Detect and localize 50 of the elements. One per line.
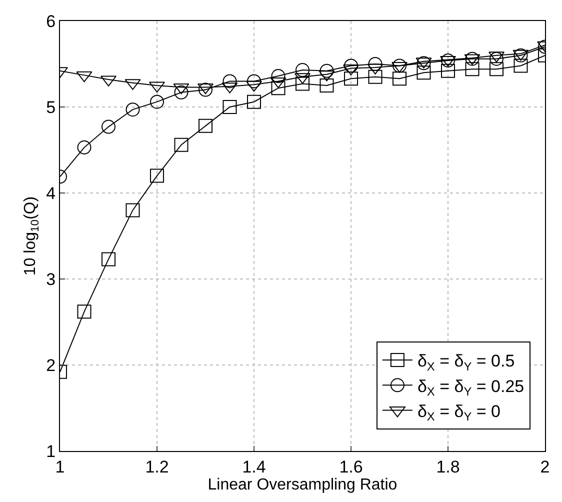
point xyxy=(344,58,358,73)
point xyxy=(368,57,382,71)
point xyxy=(392,72,406,86)
point xyxy=(77,140,92,154)
legend-label: δ$_{X}$ = δ$_{Y}$ = 0 xyxy=(417,402,500,424)
y-tick-label: 6 xyxy=(46,12,56,31)
y-tick-label: 2 xyxy=(46,356,56,375)
x-axis-title: Linear Oversampling Ratio xyxy=(208,476,398,494)
point xyxy=(174,85,188,100)
point xyxy=(296,63,310,78)
point xyxy=(150,168,164,183)
point xyxy=(296,76,310,91)
point xyxy=(247,74,261,88)
y-tick-label: 1 xyxy=(46,442,56,461)
x-tick-label: 1.2 xyxy=(145,457,169,476)
point xyxy=(271,81,286,96)
point xyxy=(392,58,406,73)
point xyxy=(344,72,358,86)
x-tick-label: 1.4 xyxy=(242,457,266,476)
point xyxy=(465,62,480,76)
point xyxy=(416,66,431,80)
point xyxy=(368,70,382,84)
point xyxy=(150,94,164,109)
point xyxy=(320,78,334,92)
y-tick-label: 3 xyxy=(46,270,56,289)
point xyxy=(441,64,455,78)
x-tick-label: 1.6 xyxy=(339,457,363,476)
point xyxy=(174,138,188,152)
x-tick-label: 1.8 xyxy=(436,457,460,476)
y-tick-label: 5 xyxy=(46,98,56,117)
point xyxy=(514,58,528,73)
y-tick-label: 4 xyxy=(46,184,56,203)
point xyxy=(198,82,212,97)
point xyxy=(126,102,140,117)
point xyxy=(271,69,286,84)
point xyxy=(490,62,504,76)
point xyxy=(126,203,140,218)
point xyxy=(490,52,504,66)
point xyxy=(465,52,480,66)
legend-label: δ$_{X}$ = δ$_{Y}$ = 0.5 xyxy=(417,352,515,374)
point xyxy=(102,120,116,134)
point xyxy=(320,64,334,78)
point xyxy=(77,304,92,319)
legend-label: δ$_{X}$ = δ$_{Y}$ = 0.25 xyxy=(417,376,524,398)
point xyxy=(198,118,212,133)
point xyxy=(247,94,261,109)
point xyxy=(102,252,116,266)
point xyxy=(222,74,237,88)
point xyxy=(222,100,237,114)
x-tick-label: 2 xyxy=(540,457,550,476)
